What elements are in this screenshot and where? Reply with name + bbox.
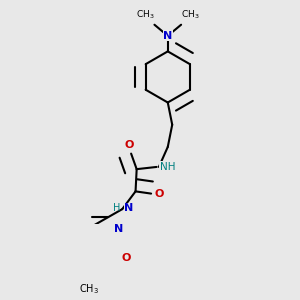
Text: N: N [114,224,123,233]
Text: CH$_3$: CH$_3$ [79,283,99,296]
Text: NH: NH [160,162,176,172]
Text: CH$_3$: CH$_3$ [136,9,154,21]
Text: O: O [154,189,164,199]
Text: N: N [163,31,172,41]
Text: N: N [124,203,134,214]
Text: CH$_3$: CH$_3$ [181,9,200,21]
Text: O: O [121,253,130,263]
Text: O: O [124,140,134,150]
Text: H: H [112,203,120,214]
